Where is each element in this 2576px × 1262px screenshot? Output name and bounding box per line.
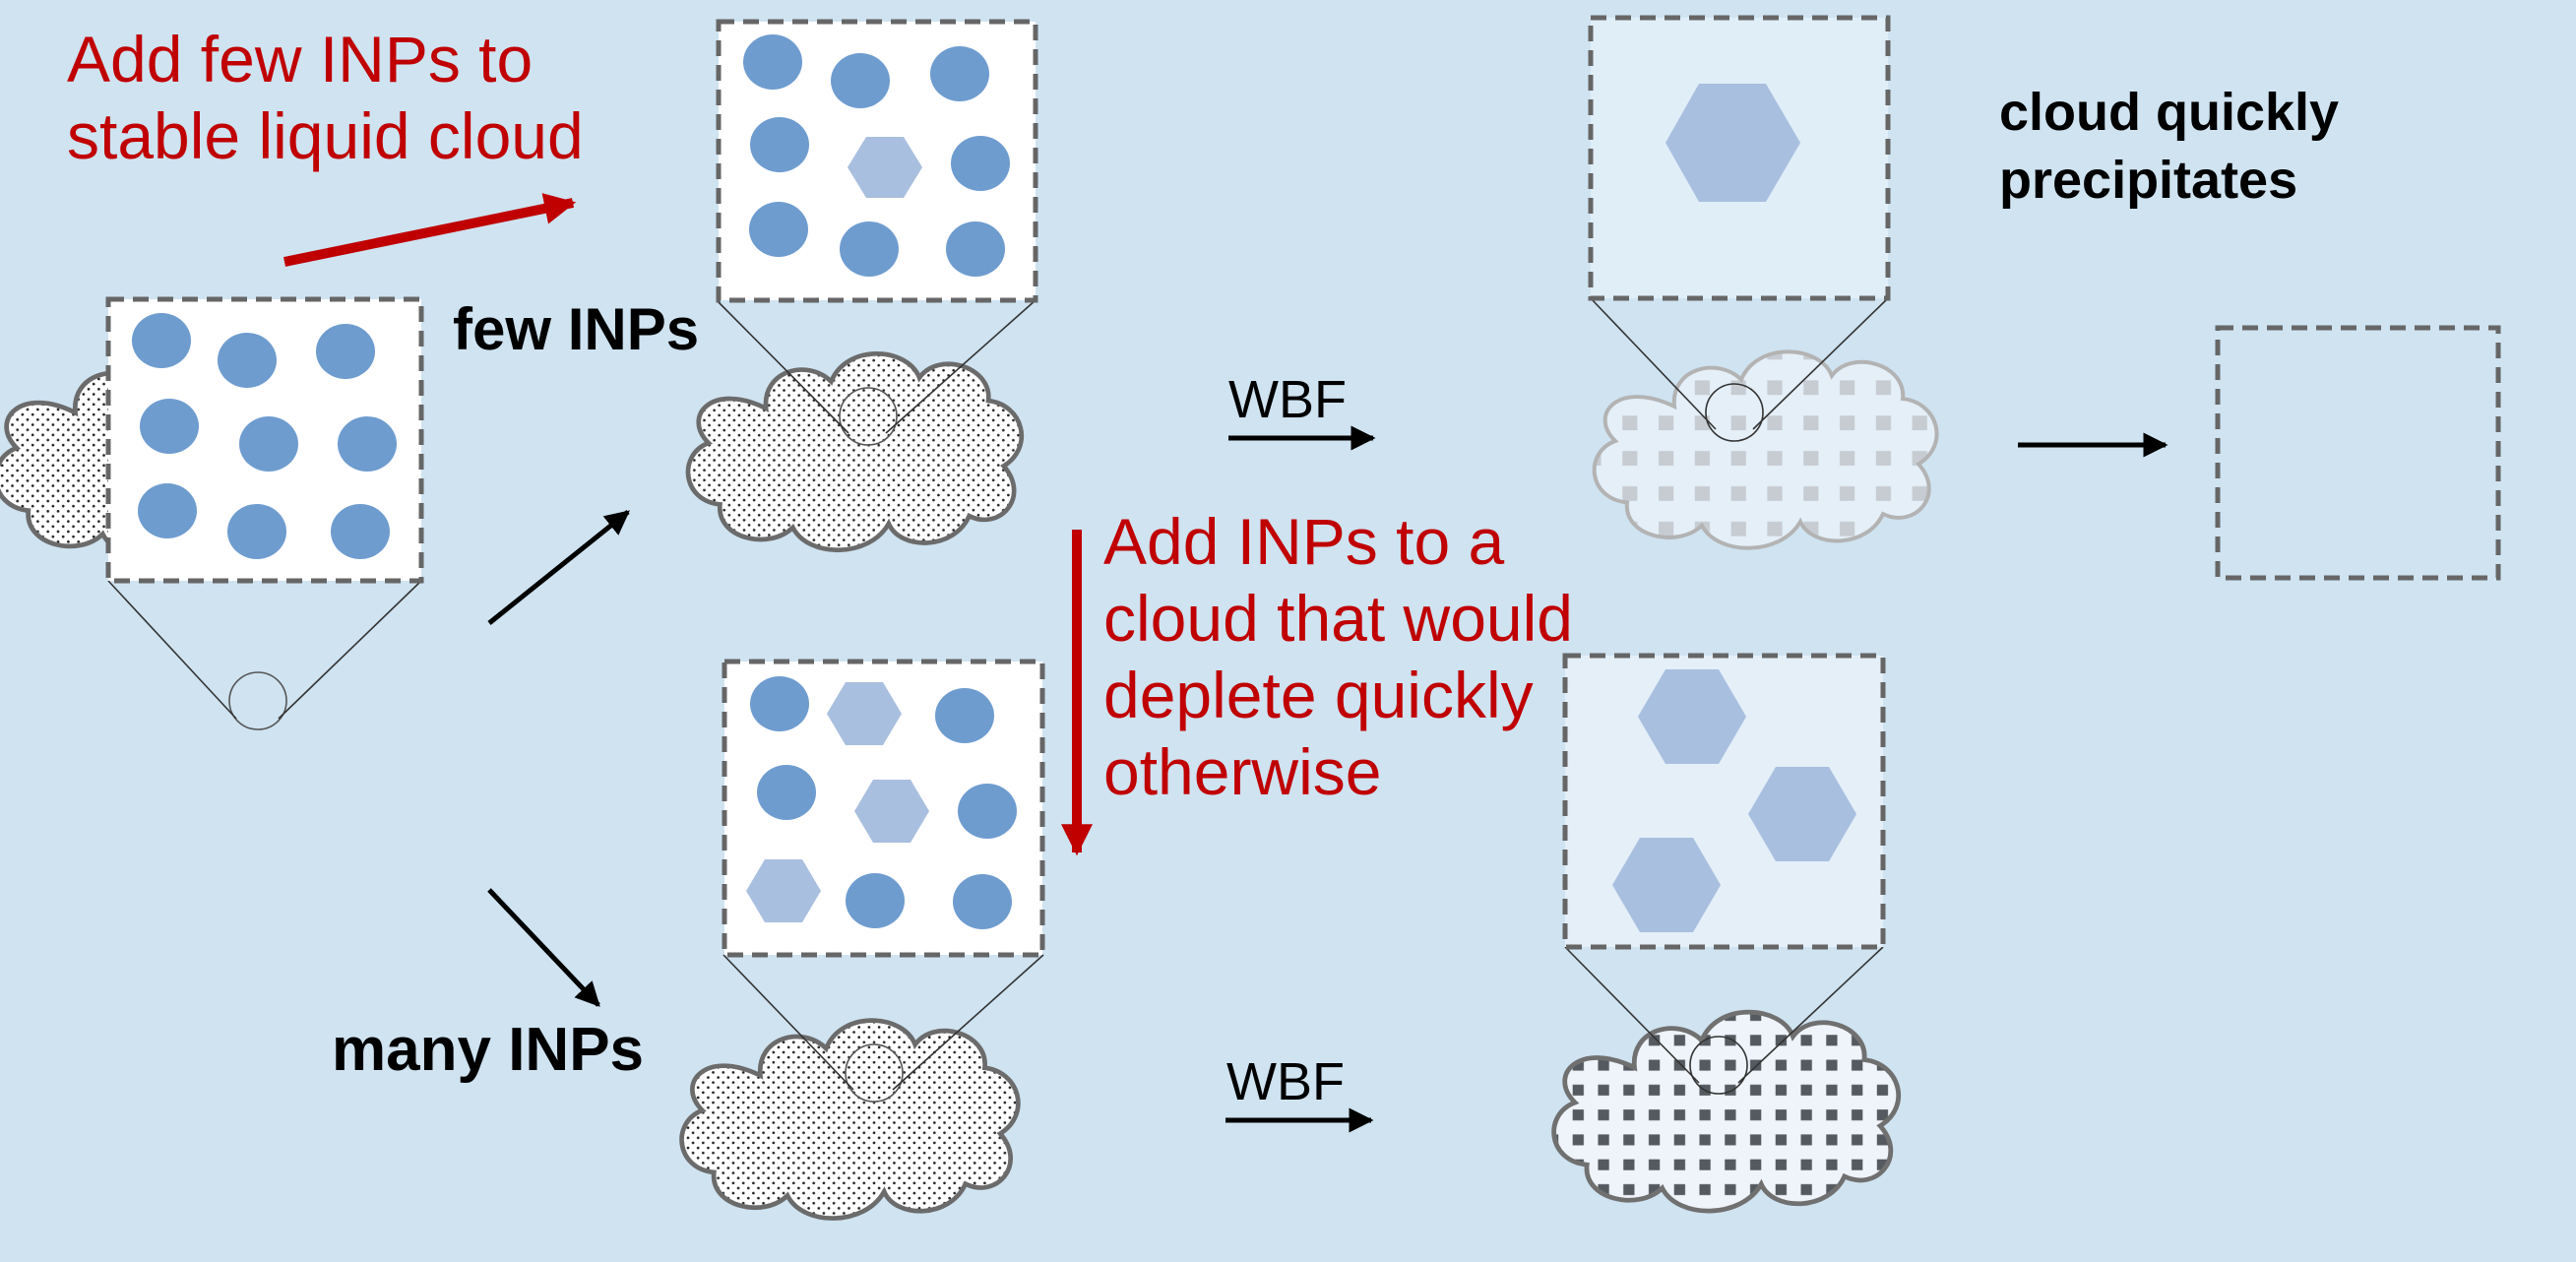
precipitates-label-line1: cloud quickly [1999, 83, 2340, 142]
glaciated-zoom-box-bottom [1562, 653, 1886, 950]
red-arrow-add-few [283, 193, 577, 267]
add-few-inps-label-line1: Add few INPs to [67, 23, 534, 95]
arrow-to-few-inps [487, 510, 630, 625]
few-inps-label: few INPs [453, 296, 700, 362]
initial-zoom-box [105, 296, 424, 584]
glaciated-cloud-bottom [1554, 946, 1899, 1211]
ice-crystal [848, 137, 922, 198]
glaciated-zoom-box-top [1588, 15, 1891, 301]
add-inps-label-line3: deplete quickly [1103, 659, 1534, 731]
ice-crystals [1612, 669, 1856, 932]
empty-depleted-box [2215, 325, 2501, 581]
glaciated-cloud-top [1590, 297, 1937, 548]
precipitates-label-line2: precipitates [1999, 151, 2298, 210]
many-inps-cloud [682, 954, 1044, 1219]
few-inps-zoom-box [716, 19, 1038, 303]
many-inps-label: many INPs [332, 1016, 645, 1084]
many-inps-zoom-box [722, 659, 1045, 958]
liquid-droplets [743, 34, 1010, 277]
add-inps-label-line2: cloud that would [1103, 582, 1573, 655]
add-inps-label-line1: Add INPs to a [1103, 505, 1505, 578]
arrow-to-many-inps [487, 888, 600, 1007]
initial-cloud [0, 357, 422, 730]
wbf-label-top: WBF [1228, 370, 1347, 429]
add-few-inps-label-line2: stable liquid cloud [67, 99, 584, 172]
ice-crystals [746, 682, 929, 922]
add-inps-label-line4: otherwise [1103, 735, 1382, 808]
liquid-droplets [132, 313, 397, 559]
large-ice-crystal [1665, 84, 1800, 202]
few-inps-cloud [688, 299, 1037, 550]
wbf-label-bottom: WBF [1226, 1052, 1345, 1111]
liquid-droplets [750, 676, 1017, 929]
